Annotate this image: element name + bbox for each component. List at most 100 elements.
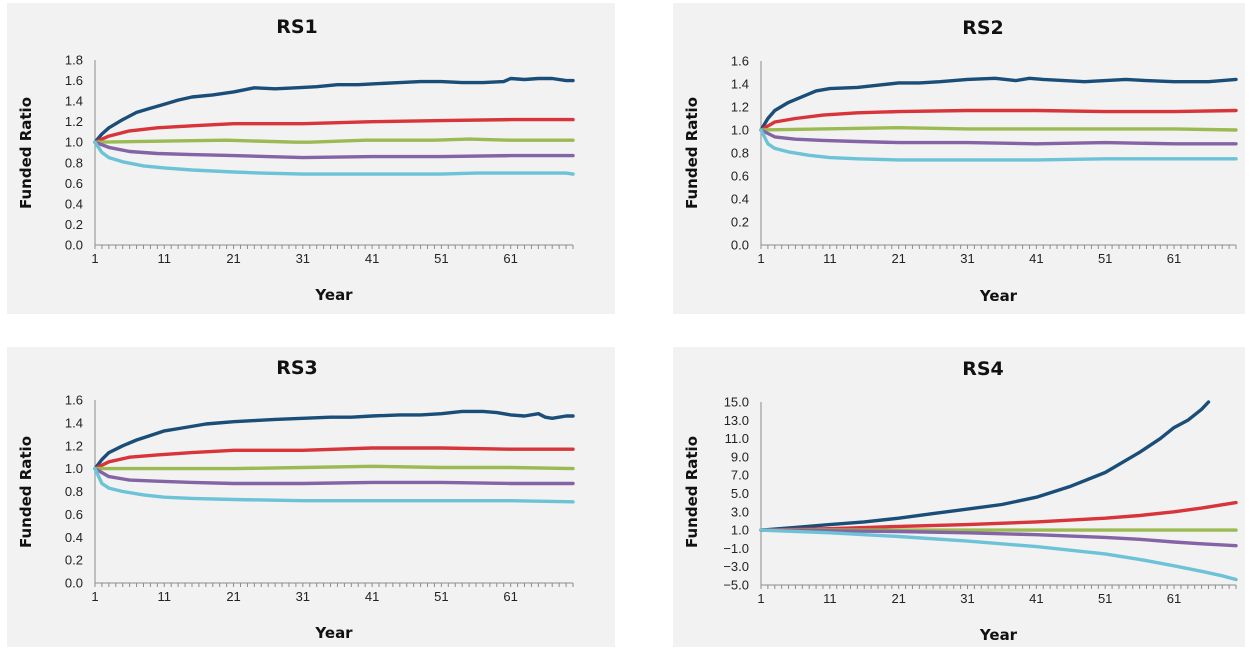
- y-tick-label: 0.6: [65, 507, 83, 522]
- y-tick-label: 0.4: [731, 192, 749, 207]
- x-tick-label: 1: [757, 251, 764, 266]
- series-line-teal: [759, 128, 1238, 162]
- x-tick-label: 51: [434, 589, 448, 604]
- x-tick-label: 61: [503, 251, 517, 266]
- y-tick-label: −3.0: [723, 559, 749, 574]
- y-tick-label: 1.2: [65, 114, 83, 129]
- x-tick-label: 21: [226, 251, 240, 266]
- y-tick-label: 1.0: [731, 523, 749, 538]
- y-tick-label: 1.4: [65, 415, 83, 430]
- x-tick-label: 61: [503, 589, 517, 604]
- x-tick-label: 61: [1167, 591, 1181, 606]
- x-tick-label: 11: [823, 591, 837, 606]
- y-axis-label: Funded Ratio: [683, 436, 701, 548]
- x-tick-label: 61: [1167, 251, 1181, 266]
- x-tick-label: 31: [960, 591, 974, 606]
- x-tick-label: 21: [891, 591, 905, 606]
- y-tick-label: 0.8: [65, 155, 83, 170]
- y-tick-label: 0.6: [65, 176, 83, 191]
- x-axis-label: Year: [314, 286, 353, 304]
- y-tick-label: 0.0: [731, 238, 749, 253]
- series-line-red: [759, 500, 1238, 532]
- y-tick-label: 0.8: [731, 146, 749, 161]
- y-tick-label: 1.2: [731, 100, 749, 115]
- series-line-blue: [93, 76, 575, 144]
- series-line-green: [93, 464, 575, 471]
- x-tick-label: 1: [91, 251, 98, 266]
- series-line-red: [759, 108, 1238, 132]
- series-line-green: [93, 137, 575, 144]
- x-tick-label: 11: [158, 251, 172, 266]
- x-tick-label: 51: [1098, 251, 1112, 266]
- x-tick-label: 51: [434, 251, 448, 266]
- series-line-red: [93, 117, 575, 144]
- y-tick-label: 3.0: [731, 504, 749, 519]
- x-tick-label: 41: [1029, 591, 1043, 606]
- series-line-blue: [93, 409, 575, 471]
- x-tick-label: 31: [296, 251, 310, 266]
- y-tick-label: 13.0: [724, 413, 749, 428]
- x-tick-label: 41: [1029, 251, 1043, 266]
- series-line-teal: [93, 140, 575, 176]
- x-tick-label: 41: [365, 251, 379, 266]
- y-tick-label: 9.0: [731, 449, 749, 464]
- chart-title: RS3: [276, 357, 318, 379]
- y-tick-label: 1.4: [65, 94, 83, 109]
- chart-panel-rs1: RS1 Funded Ratio Year 0.0 0.2 0.4 0.6 0.8 1.0 1.2…: [7, 3, 615, 314]
- x-tick-label: 51: [1098, 591, 1112, 606]
- y-tick-label: 1.6: [731, 54, 749, 69]
- series-line-teal: [93, 466, 575, 504]
- x-axis-label: Year: [314, 624, 353, 642]
- x-tick-label: 31: [296, 589, 310, 604]
- x-tick-label: 41: [365, 589, 379, 604]
- series-line-blue: [759, 76, 1238, 132]
- x-tick-label: 1: [757, 591, 764, 606]
- y-tick-label: 0.0: [65, 238, 83, 253]
- y-tick-label: 1.0: [65, 461, 83, 476]
- y-tick-label: 7.0: [731, 468, 749, 483]
- y-tick-label: 1.8: [65, 53, 83, 68]
- y-tick-label: 1.0: [731, 123, 749, 138]
- series-line-teal: [759, 528, 1238, 582]
- y-tick-label: 1.6: [65, 73, 83, 88]
- series-line-red: [93, 446, 575, 471]
- chart-title: RS1: [276, 16, 318, 38]
- x-tick-label: 31: [960, 251, 974, 266]
- y-tick-label: 0.4: [65, 530, 83, 545]
- y-tick-label: 1.0: [65, 135, 83, 150]
- x-tick-label: 21: [226, 589, 240, 604]
- y-tick-label: 1.6: [65, 393, 83, 408]
- y-axis-label: Funded Ratio: [683, 97, 701, 209]
- chart-title: RS2: [962, 17, 1004, 39]
- y-tick-label: 1.2: [65, 438, 83, 453]
- y-tick-label: −5.0: [723, 578, 749, 593]
- chart-panel-rs2: RS2 Funded Ratio Year 0.0 0.2 0.4 0.6 0.8 1.0 1.2…: [673, 3, 1245, 314]
- series-line-purple: [759, 528, 1238, 548]
- x-tick-label: 1: [91, 589, 98, 604]
- x-tick-label: 11: [158, 589, 172, 604]
- chart-svg: RS3 Funded Ratio Year 0.0 0.2 0.4 0.6 0.8 1.0 1.2…: [17, 357, 575, 642]
- y-tick-label: 0.0: [65, 576, 83, 591]
- chart-svg: RS2 Funded Ratio Year 0.0 0.2 0.4 0.6 0.8 1.0 1.2…: [683, 17, 1238, 305]
- x-axis-label: Year: [979, 287, 1018, 305]
- y-tick-label: 11.0: [725, 431, 749, 446]
- y-tick-label: −1.0: [723, 541, 749, 556]
- y-axis-label: Funded Ratio: [17, 97, 35, 209]
- chart-svg: RS1 Funded Ratio Year 0.0 0.2 0.4 0.6 0.8 1.0 1.2…: [17, 16, 575, 304]
- chart-title: RS4: [962, 358, 1004, 380]
- y-tick-label: 1.4: [731, 77, 749, 92]
- y-tick-label: 15.0: [724, 395, 749, 410]
- y-tick-label: 0.8: [65, 484, 83, 499]
- series-line-purple: [93, 140, 575, 160]
- x-tick-label: 11: [823, 251, 837, 266]
- chart-panel-rs4: RS4 Funded Ratio Year −5.0 −3.0 −1.0 1.0 3.0 5.0…: [673, 347, 1245, 647]
- y-tick-label: 0.2: [65, 553, 83, 568]
- y-axis-label: Funded Ratio: [17, 436, 35, 548]
- y-tick-label: 5.0: [731, 486, 749, 501]
- series-line-blue: [759, 400, 1211, 532]
- y-tick-label: 0.4: [65, 196, 83, 211]
- y-tick-label: 0.6: [731, 169, 749, 184]
- chart-svg: RS4 Funded Ratio Year −5.0 −3.0 −1.0 1.0 3.0 5.0…: [683, 358, 1238, 644]
- series-line-purple: [93, 466, 575, 486]
- chart-panel-rs3: RS3 Funded Ratio Year 0.0 0.2 0.4 0.6 0.8 1.0 1.2…: [7, 347, 615, 647]
